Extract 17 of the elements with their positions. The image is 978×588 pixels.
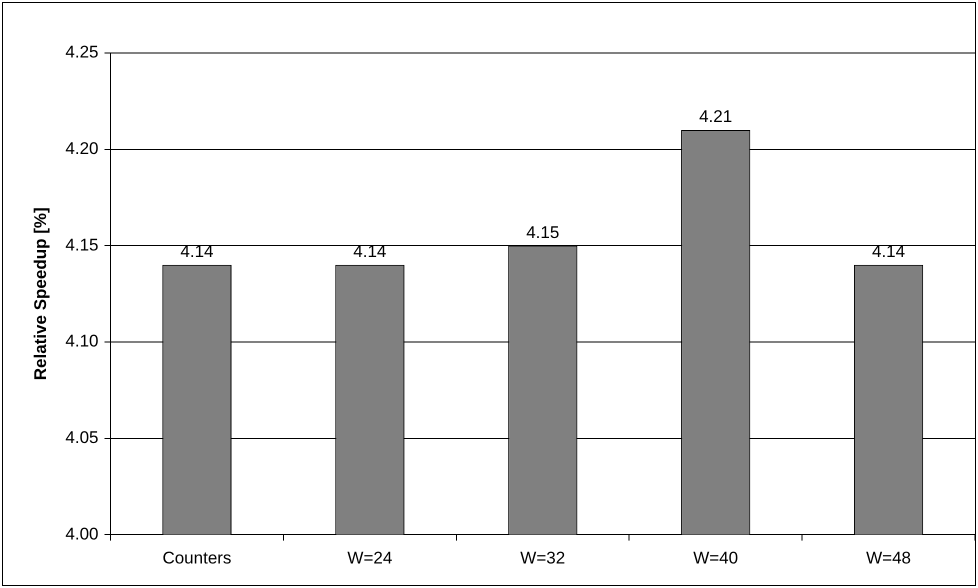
data-label: 4.21 [699, 107, 732, 126]
y-tick-label: 4.00 [65, 524, 98, 544]
x-tick-label: W=48 [866, 548, 911, 568]
y-tick-label: 4.25 [65, 42, 98, 62]
x-tick-label: W=32 [520, 548, 566, 568]
y-tick-label: 4.15 [65, 235, 98, 254]
y-tick-label: 4.20 [65, 139, 98, 158]
y-tick-label: 4.10 [65, 332, 98, 351]
y-tick-label: 4.05 [65, 428, 98, 447]
x-tick-label: W=24 [347, 548, 392, 568]
x-tick-label: Counters [162, 548, 232, 568]
x-tick-label: W=40 [693, 548, 738, 568]
data-label: 4.14 [180, 242, 214, 262]
data-label: 4.14 [353, 242, 386, 262]
y-axis-title: Relative Speedup [%] [30, 207, 50, 380]
data-label: 4.15 [526, 222, 560, 242]
data-label: 4.14 [872, 242, 906, 262]
